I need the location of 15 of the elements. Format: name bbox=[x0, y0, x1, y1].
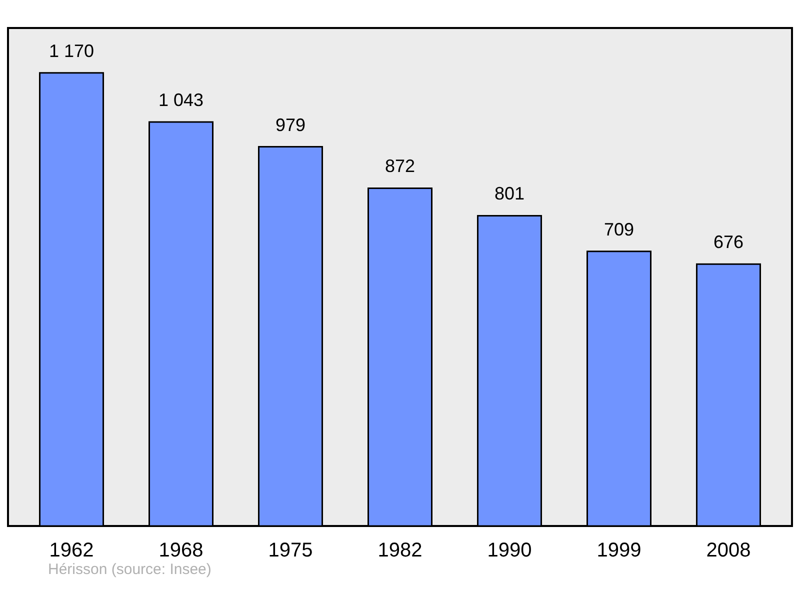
data-label: 709 bbox=[604, 219, 634, 240]
x-tick-label: 1990 bbox=[487, 540, 532, 562]
x-tick-label: 2008 bbox=[706, 540, 751, 562]
data-label: 1 043 bbox=[158, 90, 204, 110]
data-label: 872 bbox=[384, 156, 416, 176]
data-label: 979 bbox=[275, 114, 306, 135]
data-label: 1 170 bbox=[48, 40, 94, 61]
text: Hérisson (source: Insee) bbox=[48, 561, 212, 578]
x-tick-label: 1962 bbox=[49, 540, 94, 562]
x-tick-label: 1982 bbox=[378, 540, 422, 562]
x-tick-label: 1975 bbox=[268, 540, 313, 562]
data-label: 676 bbox=[713, 232, 744, 252]
data-label: 801 bbox=[494, 184, 525, 204]
x-tick-label: 1999 bbox=[596, 540, 642, 562]
x-tick-label: 1968 bbox=[158, 540, 204, 562]
